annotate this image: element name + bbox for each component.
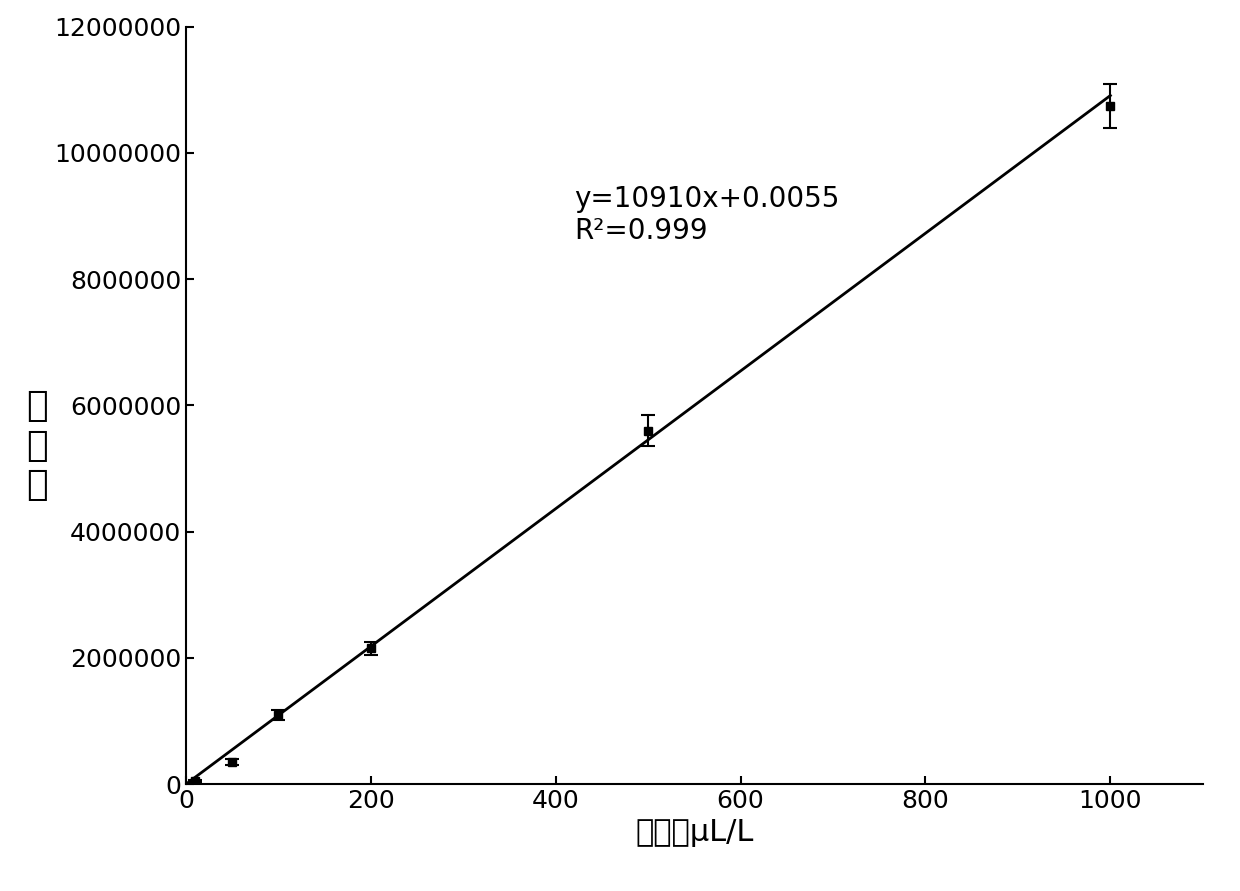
X-axis label: 浓度／μL/L: 浓度／μL/L [635, 819, 754, 847]
Text: y=10910x+0.0055
R²=0.999: y=10910x+0.0055 R²=0.999 [574, 184, 839, 245]
Text: 峰
面
积: 峰 面 积 [26, 389, 48, 502]
